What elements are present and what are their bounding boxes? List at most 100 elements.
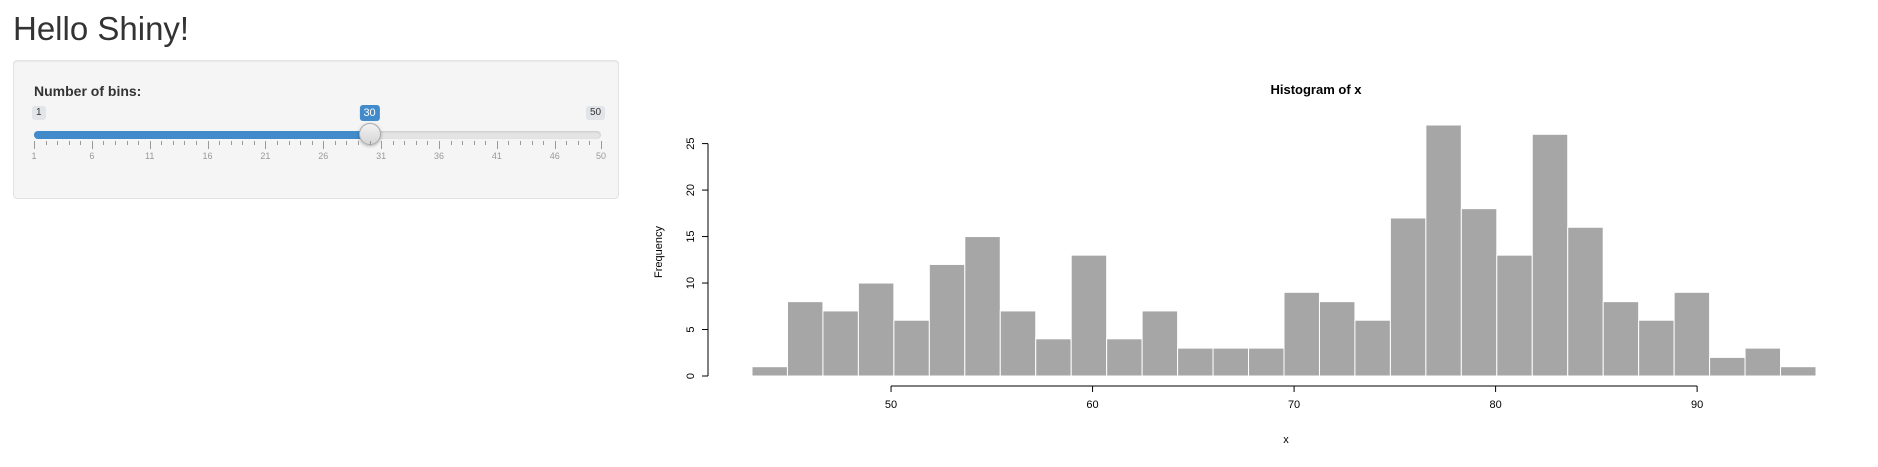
slider-minor-tick bbox=[520, 141, 521, 145]
histogram-plot: Histogram of x x Frequency 50 60 70 80 90 0 5 1… bbox=[640, 60, 1878, 467]
histogram-bar bbox=[1673, 291, 1711, 377]
slider-minor-tick bbox=[196, 141, 197, 145]
x-tick-label: 50 bbox=[885, 399, 897, 411]
slider-minor-tick bbox=[138, 141, 140, 145]
histogram-bar bbox=[1354, 319, 1391, 377]
slider-minor-tick bbox=[543, 141, 545, 145]
slider-major-tick bbox=[91, 141, 93, 149]
histogram-bar bbox=[1106, 338, 1143, 377]
histogram-bar bbox=[893, 319, 930, 377]
histogram-bar bbox=[1638, 319, 1675, 377]
histogram-bar bbox=[1744, 347, 1782, 377]
slider-max-label: 50 bbox=[586, 106, 606, 120]
slider-major-tick bbox=[439, 141, 440, 149]
histogram-bar bbox=[857, 282, 895, 377]
histogram-bar bbox=[1035, 338, 1072, 377]
slider-grid-label: 21 bbox=[260, 151, 271, 161]
slider-minor-tick bbox=[242, 141, 244, 145]
histogram-bar bbox=[1567, 226, 1604, 377]
histogram-bar bbox=[1389, 217, 1427, 377]
y-tick-label: 25 bbox=[685, 137, 697, 149]
histogram-axes: 50 60 70 80 90 0 5 10 15 20 25 bbox=[685, 137, 1703, 411]
x-axis-label: x bbox=[1283, 434, 1289, 446]
histogram-bar bbox=[1177, 347, 1214, 377]
slider-minor-tick bbox=[334, 141, 336, 145]
slider-minor-tick bbox=[473, 141, 475, 145]
slider-major-tick bbox=[601, 141, 602, 149]
bins-slider-track[interactable] bbox=[34, 131, 601, 139]
slider-grid-label: 1 bbox=[31, 151, 37, 161]
x-tick-label: 60 bbox=[1086, 399, 1098, 411]
slider-minor-tick bbox=[300, 141, 302, 145]
slider-minor-tick bbox=[392, 141, 394, 145]
slider-minor-tick bbox=[277, 141, 278, 145]
slider-minor-tick bbox=[566, 141, 568, 145]
slider-minor-tick bbox=[531, 141, 533, 145]
slider-minor-tick bbox=[358, 141, 359, 145]
slider-major-tick bbox=[149, 141, 151, 149]
x-tick-label: 90 bbox=[1691, 399, 1703, 411]
histogram-bar bbox=[1425, 124, 1462, 377]
histogram-bar bbox=[1070, 254, 1108, 377]
slider-minor-tick bbox=[184, 141, 186, 145]
slider-grid-label: 41 bbox=[491, 151, 502, 161]
slider-minor-tick bbox=[219, 141, 221, 145]
histogram-bar bbox=[1318, 301, 1356, 377]
slider-minor-tick bbox=[404, 141, 406, 145]
histogram-bar bbox=[1212, 347, 1250, 377]
slider-major-tick bbox=[34, 141, 35, 149]
slider-minor-tick bbox=[68, 141, 70, 145]
slider-minor-tick bbox=[508, 141, 510, 145]
bins-slider-handle[interactable] bbox=[358, 123, 381, 145]
y-tick-label: 10 bbox=[685, 277, 697, 289]
histogram-bar bbox=[1602, 301, 1640, 377]
histogram-bar bbox=[999, 310, 1037, 377]
slider-minor-tick bbox=[253, 141, 255, 145]
y-tick-label: 15 bbox=[685, 230, 697, 242]
histogram-bar bbox=[964, 236, 1001, 377]
histogram-bar bbox=[928, 263, 966, 377]
x-tick-label: 80 bbox=[1489, 399, 1501, 411]
slider-minor-tick bbox=[450, 141, 452, 145]
histogram-bar bbox=[786, 301, 824, 377]
bins-slider-label: Number of bins: bbox=[34, 83, 142, 99]
slider-grid-label: 50 bbox=[595, 151, 607, 161]
slider-minor-tick bbox=[172, 141, 174, 145]
slider-minor-tick bbox=[115, 141, 116, 145]
slider-grid-label: 31 bbox=[376, 151, 387, 161]
histogram-svg: Histogram of x x Frequency 50 60 70 80 90 0 5 1… bbox=[653, 82, 1817, 446]
y-axis-label: Frequency bbox=[653, 226, 665, 278]
histogram-bar bbox=[1531, 133, 1569, 377]
slider-minor-tick bbox=[230, 141, 232, 145]
histogram-bar bbox=[1141, 310, 1179, 377]
slider-major-tick bbox=[554, 141, 556, 149]
app-title: Hello Shiny! bbox=[13, 10, 190, 47]
histogram-bar bbox=[822, 310, 859, 377]
slider-value-label: 30 bbox=[359, 105, 380, 121]
slider-minor-tick bbox=[577, 141, 579, 145]
slider-minor-tick bbox=[427, 141, 429, 145]
slider-minor-tick bbox=[415, 141, 417, 145]
histogram-bar bbox=[1283, 291, 1320, 377]
slider-grid-label: 16 bbox=[202, 151, 213, 161]
bins-slider-grid: 1 6 11 16 21 26 31 36 41 46 50 bbox=[14, 61, 618, 198]
histogram-bar bbox=[1780, 366, 1817, 377]
histogram-bar bbox=[1709, 356, 1746, 377]
slider-major-tick bbox=[323, 141, 325, 149]
histogram-bar bbox=[1248, 347, 1285, 377]
slider-grid-label: 11 bbox=[145, 151, 155, 161]
chart-title: Histogram of x bbox=[1270, 82, 1362, 97]
slider-major-tick bbox=[381, 141, 383, 149]
histogram-bars bbox=[751, 124, 1817, 377]
slider-major-tick bbox=[265, 141, 267, 149]
slider-min-label: 1 bbox=[32, 106, 46, 120]
slider-minor-tick bbox=[589, 141, 591, 145]
bins-slider-fill bbox=[34, 131, 370, 139]
slider-major-tick bbox=[496, 141, 498, 149]
slider-minor-tick bbox=[126, 141, 128, 145]
slider-grid-label: 26 bbox=[318, 151, 329, 161]
slider-minor-tick bbox=[161, 141, 163, 145]
slider-minor-tick bbox=[346, 141, 348, 145]
slider-major-tick bbox=[207, 141, 209, 149]
slider-grid-label: 36 bbox=[433, 151, 445, 161]
